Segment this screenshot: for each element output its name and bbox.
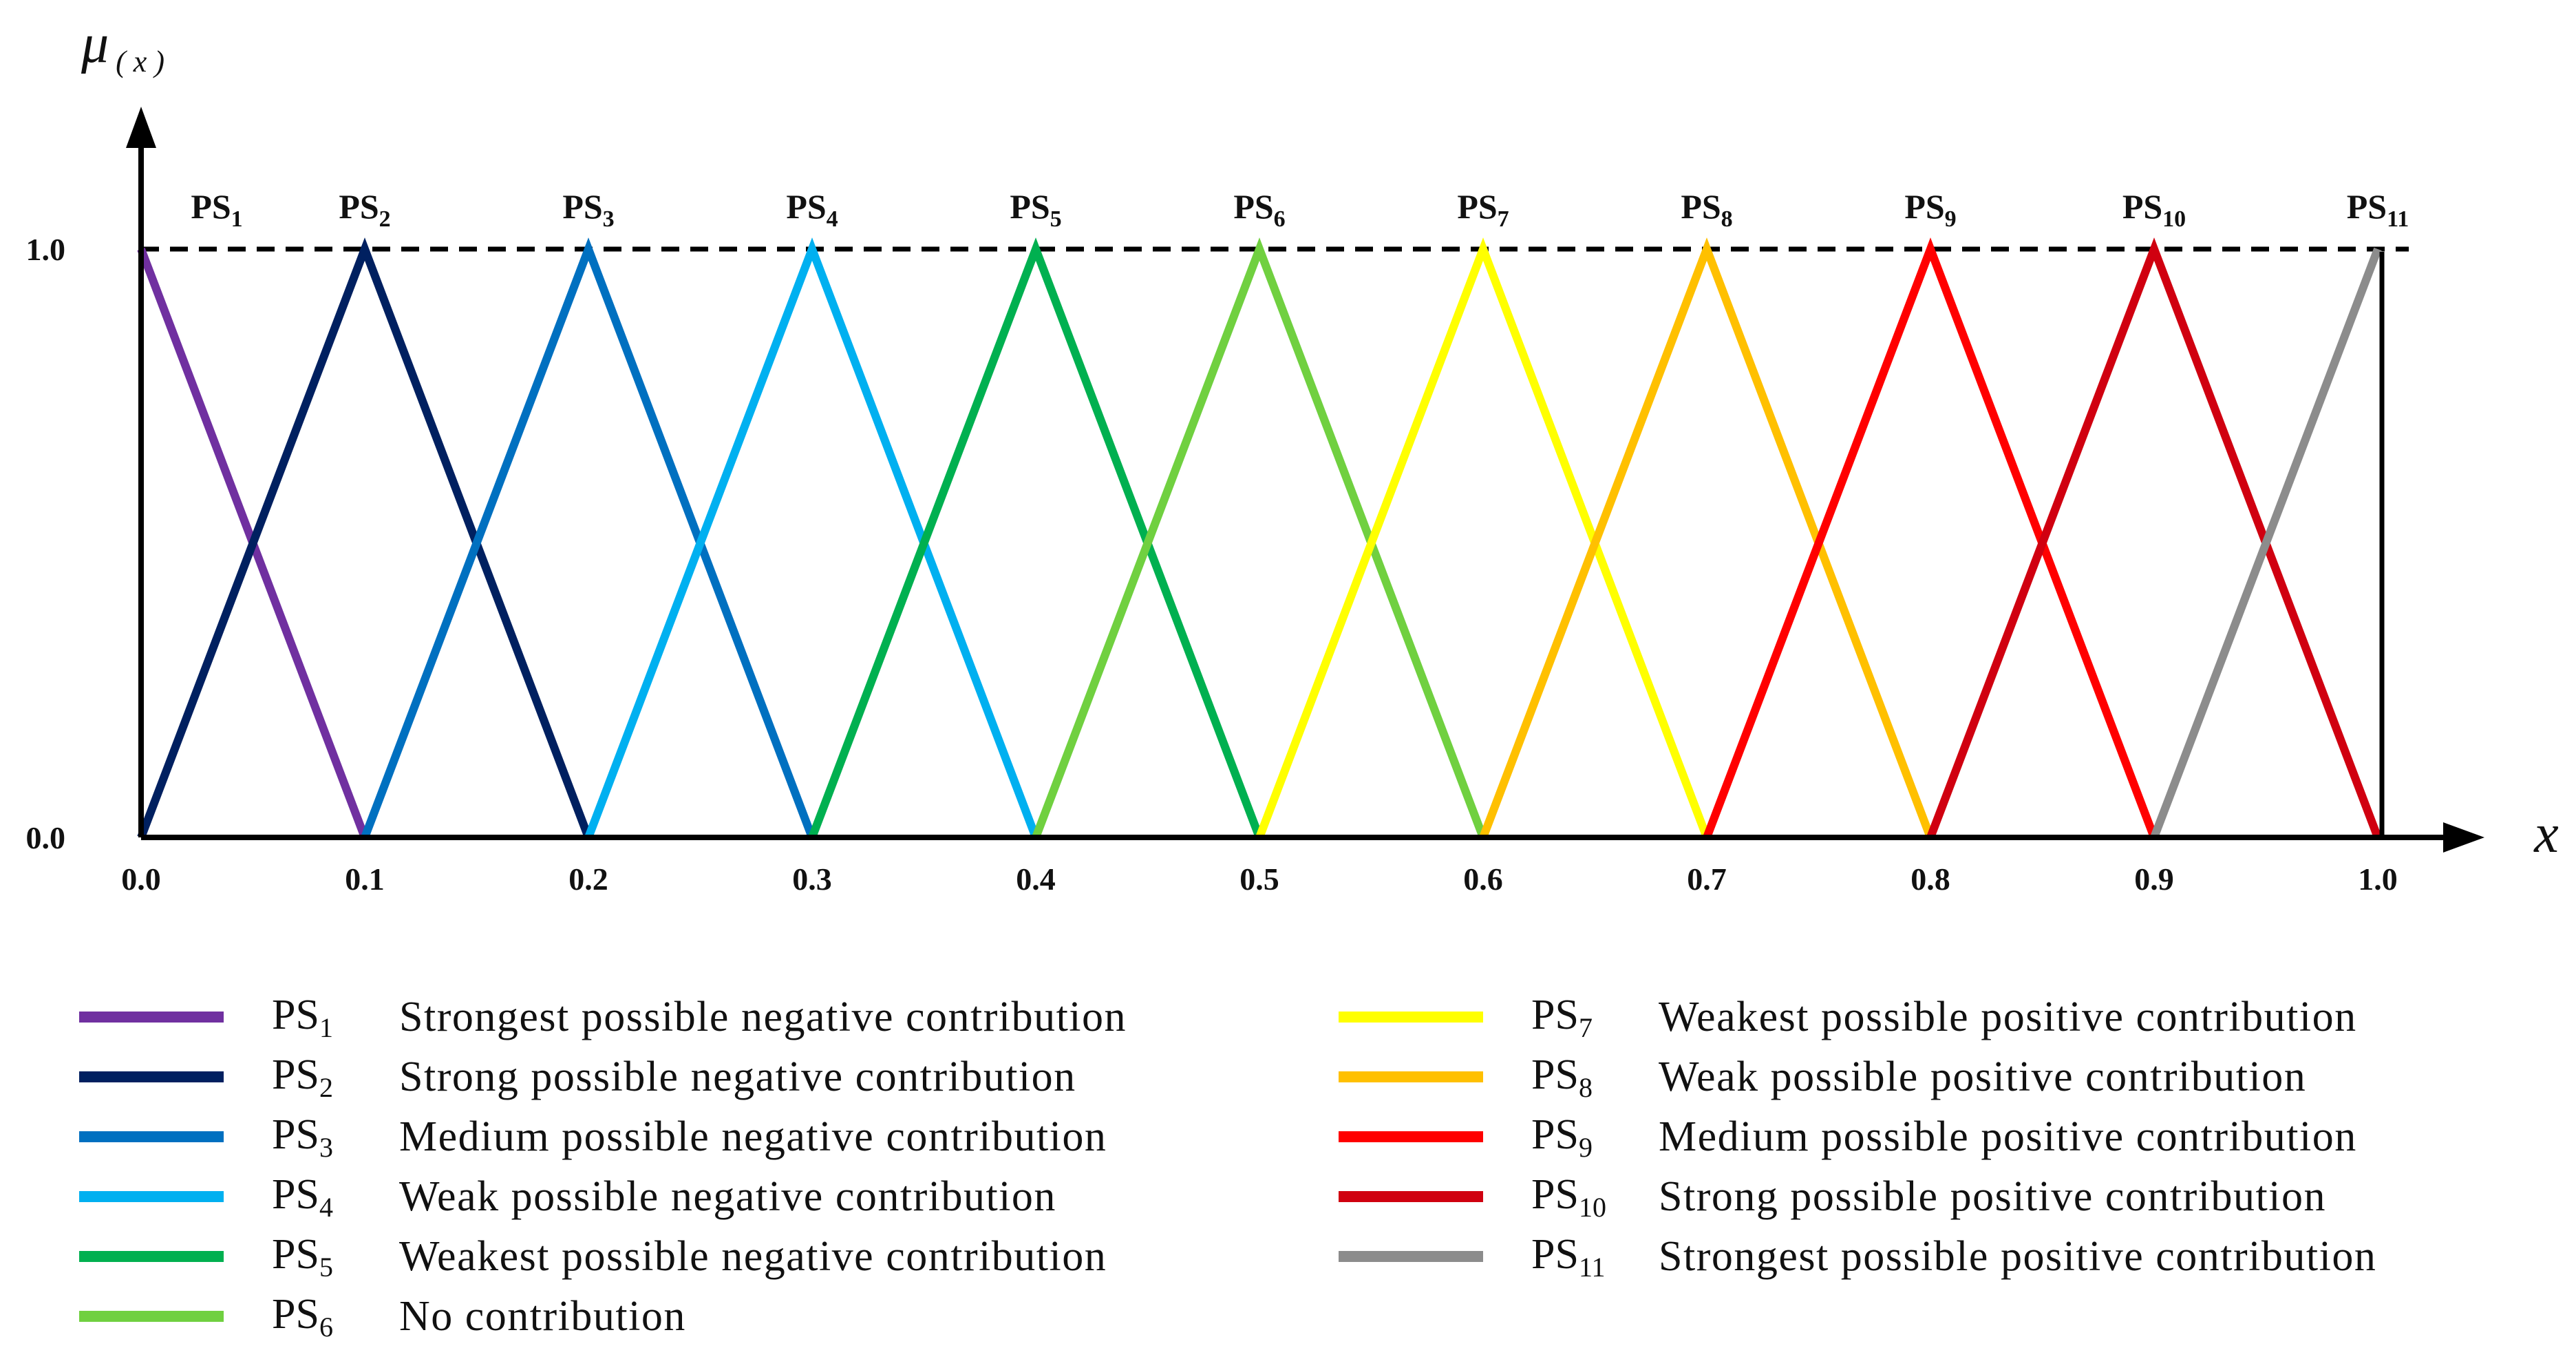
legend-swatch	[79, 1251, 224, 1262]
series-line-ps4	[584, 237, 1040, 839]
peak-label-ps4: PS4	[786, 187, 838, 232]
peak-label-ps2: PS2	[339, 187, 390, 232]
series-line-ps6	[1032, 237, 1487, 839]
legend-item-ps5: PS5 Weakest possible negative contributio…	[79, 1229, 1107, 1284]
peak-label-ps7: PS7	[1457, 187, 1509, 232]
series-line-ps5	[808, 237, 1264, 839]
legend-description: Weakest possible negative contribution	[399, 1232, 1107, 1280]
x-tick-label: 0.9	[2134, 862, 2174, 897]
legend-description: Strongest possible negative contribution	[399, 993, 1127, 1040]
legend-code: PS6	[272, 1290, 333, 1342]
legend-description: Medium possible positive contribution	[1659, 1113, 2357, 1160]
peak-label-ps5: PS5	[1010, 187, 1061, 232]
legend-code: PS11	[1531, 1230, 1606, 1283]
y-tick-label: 1.0	[26, 232, 66, 267]
series-line-ps10	[1926, 237, 2382, 839]
legend-swatch	[79, 1012, 224, 1023]
legend-swatch	[79, 1311, 224, 1322]
legend-swatch	[1339, 1191, 1483, 1202]
x-axis-title: x	[2533, 804, 2559, 864]
legend-swatch	[1339, 1251, 1483, 1262]
peak-label-ps8: PS8	[1681, 187, 1732, 232]
series-line-ps7	[1255, 237, 1711, 839]
x-tick-label: 0.2	[568, 862, 608, 897]
legend-code: PS7	[1531, 991, 1593, 1043]
legend-code: PS8	[1531, 1051, 1593, 1103]
legend-swatch	[79, 1131, 224, 1142]
legend-description: Weak possible positive contribution	[1659, 1053, 2307, 1100]
legend-item-ps1: PS1 Strongest possible negative contribut…	[79, 989, 1127, 1045]
legend-code: PS4	[272, 1170, 333, 1223]
legend-swatch	[1339, 1131, 1483, 1142]
legend-description: Weak possible negative contribution	[399, 1173, 1056, 1220]
legend-description: No contribution	[399, 1292, 686, 1340]
series-line-ps3	[361, 237, 816, 839]
x-tick-label: 0.8	[1910, 862, 1950, 897]
legend-code: PS10	[1531, 1170, 1606, 1223]
y-tick-label: 0.0	[26, 820, 66, 855]
peak-label-ps6: PS6	[1233, 187, 1285, 232]
x-tick-label: 0.7	[1687, 862, 1727, 897]
x-tick-label: 0.5	[1239, 862, 1279, 897]
legend-code: PS1	[272, 991, 333, 1043]
legend-item-ps4: PS4 Weak possible negative contribution	[79, 1169, 1056, 1224]
legend-item-ps3: PS3 Medium possible negative contribution	[79, 1109, 1107, 1164]
legend-description: Strong possible positive contribution	[1659, 1173, 2326, 1220]
series-line-ps9	[1703, 237, 2158, 839]
legend-code: PS5	[272, 1230, 333, 1283]
legend-swatch	[79, 1191, 224, 1202]
series-line-ps11	[2150, 247, 2382, 839]
y-axis-arrow	[126, 107, 156, 148]
legend-swatch	[1339, 1071, 1483, 1082]
series-line-ps8	[1479, 237, 1935, 839]
x-tick-label: 1.0	[2358, 862, 2398, 897]
peak-label-ps9: PS9	[1904, 187, 1956, 232]
legend-item-ps8: PS8 Weak possible positive contribution	[1339, 1049, 2306, 1104]
legend-item-ps9: PS9 Medium possible positive contribution	[1339, 1109, 2357, 1164]
y-axis-title: μ( x )	[81, 14, 164, 78]
peak-label-ps11: PS11	[2347, 187, 2409, 232]
peak-label-ps1: PS1	[191, 187, 242, 232]
legend-swatch	[79, 1071, 224, 1082]
x-tick-label: 0.4	[1016, 862, 1056, 897]
legend-code: PS2	[272, 1051, 333, 1103]
x-tick-label: 0.3	[792, 862, 832, 897]
x-tick-label: 0.6	[1463, 862, 1503, 897]
legend-item-ps2: PS2 Strong possible negative contribution	[79, 1049, 1076, 1104]
legend-item-ps10: PS10 Strong possible positive contributio…	[1339, 1169, 2326, 1224]
legend-code: PS3	[272, 1111, 333, 1163]
legend-code: PS9	[1531, 1111, 1593, 1163]
legend-item-ps11: PS11 Strongest possible positive contribu…	[1339, 1229, 2376, 1284]
series-line-ps2	[137, 237, 593, 839]
x-tick-label: 0.0	[121, 862, 161, 897]
peak-label-ps3: PS3	[562, 187, 614, 232]
legend-item-ps6: PS6 No contribution	[79, 1289, 686, 1344]
x-axis-arrow	[2443, 822, 2484, 853]
legend-description: Strongest possible positive contribution	[1659, 1232, 2377, 1280]
legend-item-ps7: PS7 Weakest possible positive contributio…	[1339, 989, 2357, 1045]
peak-label-ps10: PS10	[2122, 187, 2186, 232]
legend-swatch	[1339, 1012, 1483, 1023]
legend-description: Strong possible negative contribution	[399, 1053, 1076, 1100]
legend-description: Medium possible negative contribution	[399, 1113, 1107, 1160]
x-tick-label: 0.1	[345, 862, 385, 897]
legend-description: Weakest possible positive contribution	[1659, 993, 2357, 1040]
